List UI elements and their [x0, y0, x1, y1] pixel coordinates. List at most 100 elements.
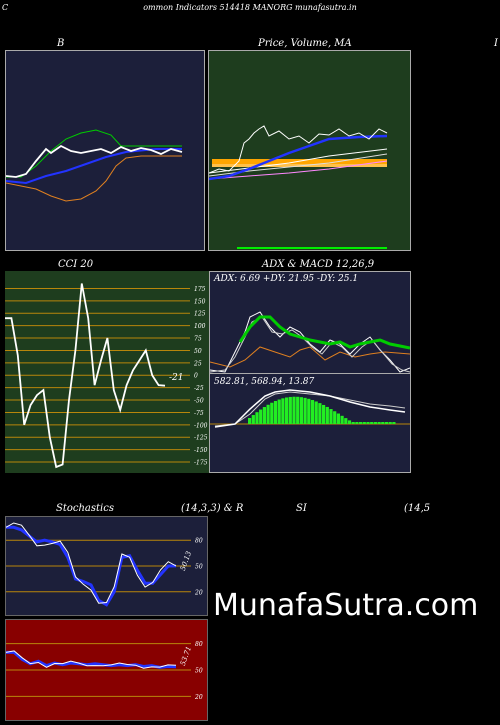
macd-hist-bar	[318, 403, 322, 424]
macd-hist-bar	[340, 415, 344, 424]
stochastics-tick-label: 80	[195, 538, 203, 545]
price-line	[209, 125, 388, 174]
cci-tick-label: 75	[194, 336, 202, 343]
cci-tick-label: 125	[194, 311, 206, 318]
stoch-panel: 80 50 20 50.13	[5, 516, 208, 616]
macd-hist-bar	[366, 422, 370, 424]
cci-title: CCI 20	[58, 259, 94, 270]
price-panel	[208, 50, 411, 251]
rsi-line	[6, 650, 177, 669]
rsi-tick-label: 50	[195, 668, 203, 675]
price-chart	[209, 125, 388, 249]
cci-line	[5, 283, 166, 469]
macd-signal-line	[214, 391, 406, 427]
macd-hist-bar	[299, 397, 303, 424]
rsi-title: SI	[296, 503, 307, 514]
macd-hist-bar	[296, 396, 300, 424]
macd-hist-bar	[255, 412, 259, 424]
cci-tick-label: 100	[194, 323, 206, 330]
macd-hist-bar	[248, 418, 252, 424]
cci-value: -21	[169, 373, 184, 383]
macd-hist-bar	[292, 396, 296, 424]
macd-hist-bar	[270, 402, 274, 424]
macd-hist-bar	[355, 422, 359, 424]
macd-hist-bar	[392, 422, 396, 424]
macd-hist-bar	[273, 400, 278, 424]
macd-hist-bar	[262, 407, 266, 424]
macd-panel: 582.81, 568.94, 13.87	[209, 373, 411, 473]
stoch-params: (14,3,3) & R	[181, 503, 244, 514]
left-letter: C	[2, 3, 9, 12]
bollinger-chart	[6, 129, 183, 202]
macd-hist-bar	[288, 396, 292, 424]
macd-line	[214, 389, 406, 428]
stoch-k-line	[6, 525, 177, 607]
macd-hist-bar	[266, 404, 270, 424]
cci-tick-label: -175	[194, 460, 208, 467]
rsi-tick-label: 80	[195, 641, 203, 648]
cci-tick-label: -100	[194, 422, 208, 429]
bollinger-title: B	[57, 38, 65, 49]
macd-values: 582.81, 568.94, 13.87	[214, 377, 315, 387]
macd-hist-bar	[384, 422, 389, 424]
stochastics-tick-label: 50	[195, 564, 203, 571]
macd-hist-bar	[259, 409, 263, 424]
macd-hist-bar	[310, 400, 315, 424]
macd-hist-bar	[303, 397, 307, 424]
cci-tick-label: -150	[194, 447, 208, 454]
rsi-signal-line	[6, 650, 177, 669]
bollinger-middle-band	[6, 148, 182, 185]
cci-tick-label: -25	[194, 385, 204, 392]
macd-hist-bar	[344, 418, 348, 424]
right-edge-letter: I	[494, 38, 498, 49]
macd-histogram	[248, 396, 396, 424]
cci-tick-label: 50	[194, 348, 202, 355]
macd-hist-bar	[333, 411, 337, 424]
macd-hist-bar	[377, 422, 381, 424]
macd-hist-bar	[277, 399, 281, 424]
stoch-chart: 80 50 20	[6, 522, 203, 607]
adx-minus-dy-line	[210, 346, 410, 368]
ma-white-1	[209, 148, 388, 174]
macd-hist-bar	[388, 422, 392, 424]
macd-hist-bar	[325, 406, 329, 424]
rsi-tick-label: 20	[194, 694, 203, 701]
macd-hist-bar	[373, 422, 377, 424]
cci-tick-label: -125	[194, 435, 208, 442]
cci-tick-label: -50	[194, 398, 204, 405]
macd-hist-bar	[307, 398, 311, 424]
adx-chart	[210, 311, 410, 373]
macd-hist-bar	[314, 401, 318, 424]
macd-hist-bar	[370, 422, 374, 424]
macd-hist-bar	[359, 422, 363, 424]
ma-pink	[209, 160, 388, 180]
cci-tick-label: 0	[194, 373, 198, 380]
adx-title: ADX & MACD 12,26,9	[262, 259, 375, 270]
macd-hist-bar	[347, 420, 352, 424]
cci-tick-label: 25	[193, 360, 202, 367]
stoch-title: Stochastics	[56, 503, 114, 514]
macd-hist-bar	[329, 409, 333, 424]
adx-values: ADX: 6.69 +DY: 21.95 -DY: 25.1	[214, 274, 359, 284]
cci-tick-label: 175	[194, 286, 206, 293]
adx-line	[238, 315, 410, 350]
rsi-chart: 80 50 20	[6, 641, 203, 701]
macd-hist-bar	[381, 422, 385, 424]
rsi-params: (14,5	[404, 503, 431, 514]
macd-hist-bar	[336, 413, 340, 424]
macd-hist-bar	[322, 404, 326, 424]
macd-hist-bar	[281, 398, 285, 424]
bollinger-panel	[5, 50, 205, 251]
macd-hist-bar	[351, 422, 355, 424]
bollinger-upper-band	[6, 129, 182, 178]
cci-tick-label: -75	[194, 410, 204, 417]
bollinger-lower-band	[6, 155, 182, 202]
price-title: Price, Volume, MA	[258, 38, 352, 49]
stoch-d-line	[6, 522, 177, 604]
macd-hist-bar	[362, 422, 366, 424]
adx-panel: ADX: 6.69 +DY: 21.95 -DY: 25.1	[209, 271, 411, 374]
rsi-panel: 80 50 20 53.71	[5, 619, 208, 721]
page-title: ommon Indicators 514418 MANORG munafasut…	[143, 3, 357, 12]
cci-chart: 175 150 125 100 75 50 25 0 -25 -50 -75 -100 -125 -150…	[5, 283, 208, 469]
cci-tick-label: 150	[194, 298, 206, 305]
